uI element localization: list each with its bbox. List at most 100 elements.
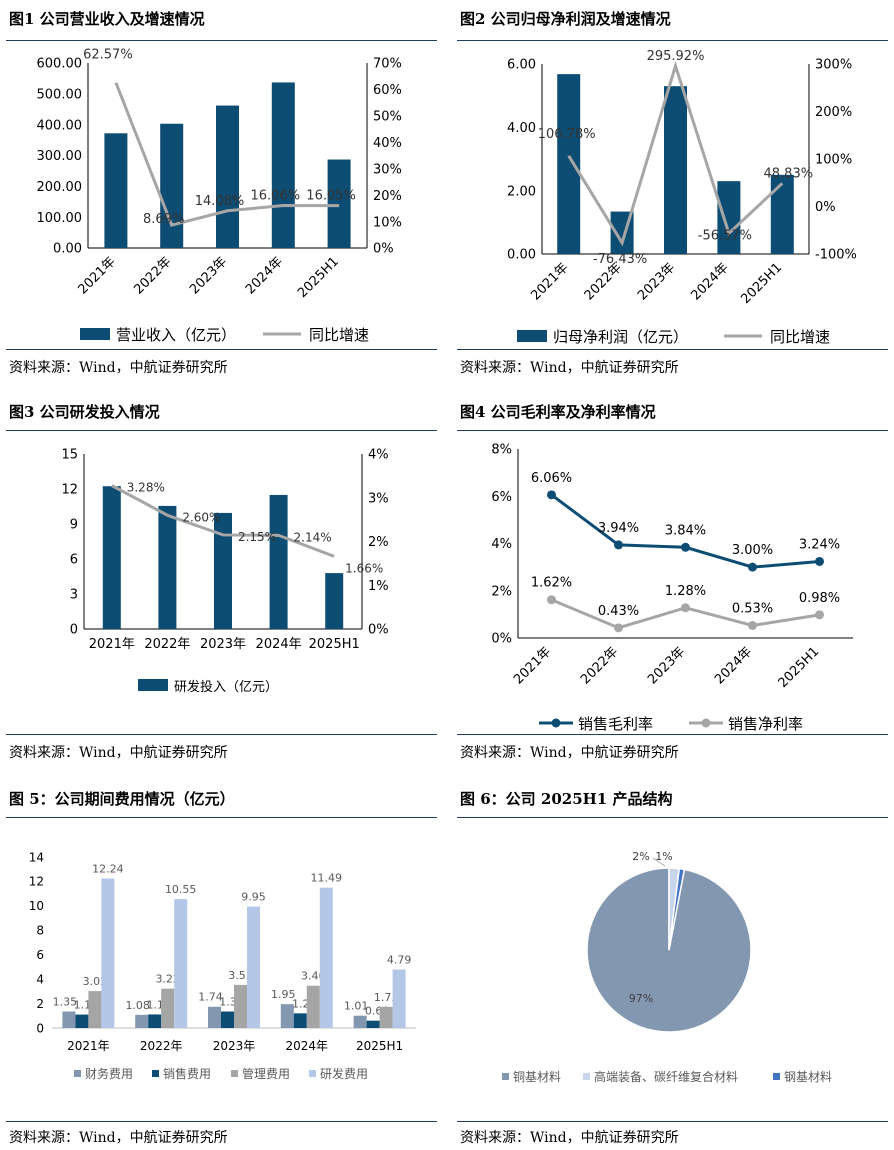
y-right-tick-label: 2% xyxy=(368,535,389,550)
revenue-chart: 0.00 100.00 200.00 300.00 400.00 500.00 600.00… xyxy=(37,48,402,344)
margin-chart: 0% 2% 4% 6% 8% 6.06% 3.94% 3.84% 3.00% 3.24% 1.62%… xyxy=(491,443,853,733)
bar xyxy=(325,573,344,629)
data-label: 0.98% xyxy=(799,591,840,606)
data-label: 14.08% xyxy=(195,194,245,209)
legend-swatch xyxy=(231,1070,238,1077)
bar xyxy=(271,82,295,248)
y-tick-label: 6 xyxy=(36,948,44,962)
bar xyxy=(104,133,128,248)
y-right-tick-label: 0% xyxy=(373,242,394,257)
data-label: 3.46 xyxy=(301,970,326,983)
data-label: 3.00% xyxy=(732,543,773,558)
legend-label: 销售净利率 xyxy=(728,715,803,733)
x-tick-label: 2023年 xyxy=(187,254,230,297)
legend-label: 铜基材料 xyxy=(513,1069,561,1084)
bar xyxy=(148,1014,162,1028)
legend-swatch xyxy=(583,1073,590,1080)
data-label: 3.94% xyxy=(598,521,639,536)
chart-panel-margin: 图4 公司毛利率及净利率情况 0% 2% 4% 6% 8% 6.06% 3.94% 3.84%… xyxy=(457,393,888,773)
source-rule xyxy=(6,734,437,735)
data-point xyxy=(681,542,690,552)
data-point xyxy=(614,540,623,550)
bar xyxy=(379,1006,393,1028)
data-label: 1.35 xyxy=(53,996,78,1009)
y-left-tick-label: 500.00 xyxy=(37,88,83,103)
title-rule xyxy=(6,430,437,431)
title-rule xyxy=(457,430,888,431)
x-tick-label: 2025H1 xyxy=(738,260,785,307)
data-point xyxy=(547,595,556,605)
y-left-tick-label: 0.00 xyxy=(507,248,536,263)
bar xyxy=(135,1014,149,1028)
y-right-tick-label: 3% xyxy=(368,491,389,506)
x-tick-label: 2025H1 xyxy=(356,1039,403,1053)
growth-line xyxy=(111,484,335,558)
chart-panel-rd: 图3 公司研发投入情况 0 3 6 9 12 15 0% 1% 2% 3% 4% 3.28% 2.60%… xyxy=(6,393,437,773)
chart-panel-expenses: 图 5：公司期间费用情况（亿元） 0 2 4 6 8 10 12 14 1.35 1.08 1.74… xyxy=(6,780,437,1150)
rd-chart: 0 3 6 9 12 15 0% 1% 2% 3% 4% 3.28% 2.60% 2.15% 2.14% 1.… xyxy=(61,448,389,695)
net-profit-chart: 0.00 2.00 4.00 6.00 -100% 0% 100% 200% 300% 106.7… xyxy=(507,49,857,346)
bar xyxy=(221,1011,234,1028)
y-tick-label: 2 xyxy=(36,997,44,1011)
data-label: 9.95 xyxy=(241,890,266,903)
data-point xyxy=(547,490,556,500)
bar xyxy=(102,486,121,629)
pie-slice xyxy=(668,867,686,951)
chart-panel-revenue: 图1 公司营业收入及增速情况 0.00 100.00 200.00 300.00 400… xyxy=(6,0,437,384)
bar xyxy=(327,159,351,248)
legend-label: 同比增速 xyxy=(309,326,369,344)
bar xyxy=(160,123,184,248)
y-tick-label: 0 xyxy=(36,1021,44,1035)
source-note: 资料来源：Wind，中航证券研究所 xyxy=(460,360,679,376)
y-right-tick-label: 30% xyxy=(373,162,402,177)
chart-title: 图 5：公司期间费用情况（亿元） xyxy=(9,790,235,808)
data-label: 48.83% xyxy=(764,166,814,181)
data-label: -76.43% xyxy=(593,252,647,267)
bar xyxy=(293,1013,307,1028)
chart-panel-net-profit: 图2 公司归母净利润及增速情况 0.00 2.00 4.00 6.00 -100% 0% 1… xyxy=(457,0,888,384)
x-tick-label: 2022年 xyxy=(578,644,621,687)
label-leader xyxy=(652,857,666,867)
data-label: 1.08 xyxy=(125,999,150,1012)
y-tick-label: 8 xyxy=(36,924,44,938)
y-left-tick-label: 6.00 xyxy=(507,58,536,73)
y-tick-label: 4 xyxy=(36,972,44,986)
bar xyxy=(717,181,741,254)
data-label: 3.53 xyxy=(228,969,253,982)
legend-swatch xyxy=(773,1073,780,1080)
y-tick-label: 6% xyxy=(491,490,512,505)
y-right-tick-label: 1% xyxy=(368,579,389,594)
legend-label: 钢基材料 xyxy=(784,1070,832,1084)
x-tick-label: 2021年 xyxy=(511,644,554,687)
source-rule xyxy=(457,349,888,350)
bar xyxy=(161,988,175,1028)
data-label: 2.60% xyxy=(182,510,220,524)
legend-label: 销售毛利率 xyxy=(578,715,653,733)
legend-label: 归母净利润（亿元） xyxy=(553,328,688,346)
data-point xyxy=(815,556,824,566)
y-left-tick-label: 3 xyxy=(70,588,78,603)
x-tick-label: 2024年 xyxy=(712,644,755,687)
bar xyxy=(319,887,333,1028)
bar xyxy=(247,906,260,1028)
chart-title: 图2 公司归母净利润及增速情况 xyxy=(460,10,671,28)
x-tick-label: 2021年 xyxy=(76,254,119,297)
source-note: 资料来源：Wind，中航证券研究所 xyxy=(9,1130,228,1146)
bar xyxy=(75,1014,89,1028)
y-tick-label: 4% xyxy=(491,537,512,552)
y-left-tick-label: 0 xyxy=(70,623,78,638)
data-point xyxy=(748,562,757,572)
data-label: -56.57% xyxy=(698,228,752,243)
y-right-tick-label: 40% xyxy=(373,136,402,151)
legend-label: 销售费用 xyxy=(163,1066,211,1081)
legend-marker xyxy=(551,718,561,728)
data-label: 11.49 xyxy=(311,872,343,885)
legend-swatch xyxy=(80,328,110,340)
legend-swatch xyxy=(309,1070,316,1077)
data-label: 10.55 xyxy=(165,883,197,896)
source-rule xyxy=(6,349,437,350)
legend-swatch xyxy=(138,679,168,691)
x-tick-label: 2022年 xyxy=(131,254,174,297)
data-label: 1.01 xyxy=(344,1000,369,1013)
y-right-tick-label: 20% xyxy=(373,189,402,204)
